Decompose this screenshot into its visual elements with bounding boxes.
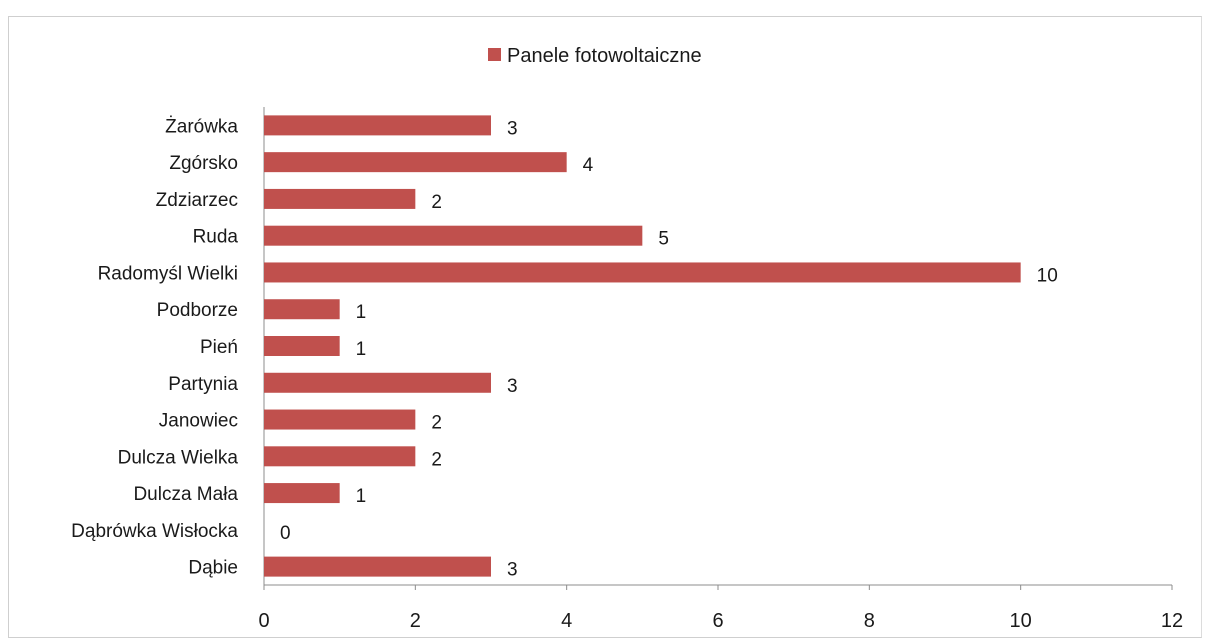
data-label: 2	[431, 449, 442, 470]
bar	[264, 409, 416, 430]
category-label: Ruda	[193, 227, 239, 248]
legend-swatch	[488, 48, 501, 61]
bar	[264, 446, 416, 467]
data-label: 10	[1037, 265, 1058, 286]
bar	[264, 372, 491, 393]
x-tick-label: 4	[561, 610, 572, 632]
category-label: Podborze	[157, 300, 238, 321]
chart-frame	[8, 16, 1202, 638]
category-label: Dąbrówka Wisłocka	[71, 521, 238, 542]
data-label: 1	[356, 302, 367, 323]
bar	[264, 336, 340, 356]
bar	[264, 152, 567, 173]
data-label: 1	[356, 339, 367, 360]
category-label: Partynia	[168, 374, 238, 395]
bar	[264, 299, 340, 320]
category-label: Dulcza Mała	[133, 484, 238, 505]
legend: Panele fotowoltaiczne	[488, 45, 702, 67]
bar	[264, 483, 340, 504]
bar	[264, 556, 491, 577]
x-tick-label: 2	[410, 610, 421, 632]
x-tick-label: 12	[1161, 610, 1183, 632]
bar	[264, 225, 643, 246]
category-label: Żarówka	[165, 116, 238, 137]
data-label: 3	[507, 560, 518, 581]
data-label: 1	[356, 486, 367, 507]
x-tick-label: 10	[1010, 610, 1032, 632]
bar	[264, 262, 1021, 283]
category-label: Dąbie	[188, 558, 238, 579]
category-label: Dulcza Wielka	[118, 447, 239, 468]
x-tick-label: 0	[258, 610, 269, 632]
x-tick-label: 6	[712, 610, 723, 632]
data-label: 4	[583, 155, 594, 176]
legend-label: Panele fotowoltaiczne	[507, 45, 702, 67]
x-tick-label: 8	[864, 610, 875, 632]
category-label: Zgórsko	[169, 153, 238, 174]
bar	[264, 115, 491, 136]
category-label: Radomyśl Wielki	[98, 263, 238, 284]
category-label: Pień	[200, 337, 238, 358]
data-label: 3	[507, 118, 518, 139]
category-label: Janowiec	[159, 411, 238, 432]
data-label: 2	[431, 192, 442, 213]
category-label: Zdziarzec	[156, 190, 238, 211]
data-label: 2	[431, 413, 442, 434]
data-label: 0	[280, 523, 291, 544]
data-label: 3	[507, 376, 518, 397]
data-label: 5	[658, 229, 669, 250]
bar	[264, 188, 416, 209]
